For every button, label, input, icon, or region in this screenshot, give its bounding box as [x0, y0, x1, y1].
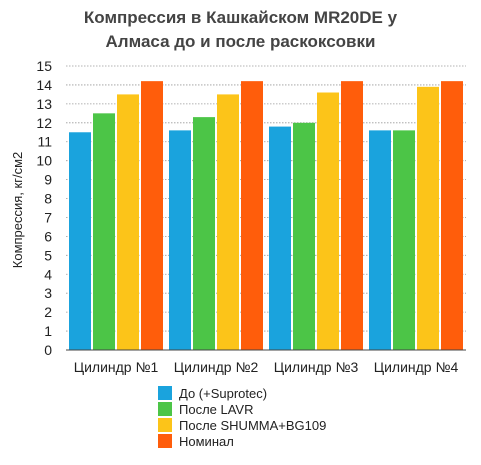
- y-tick-label: 9: [44, 172, 52, 188]
- bars: [69, 81, 463, 351]
- bar: [317, 92, 339, 351]
- bar: [141, 81, 163, 350]
- bar: [93, 113, 115, 350]
- bar: [441, 81, 463, 350]
- legend-label: После LAVR: [179, 401, 254, 417]
- y-tick-label: 0: [44, 342, 52, 358]
- legend-item: До (+Suprotec): [158, 385, 326, 401]
- bar: [241, 81, 263, 350]
- bar: [217, 94, 239, 351]
- bar: [417, 86, 439, 351]
- y-tick-label: 10: [36, 153, 52, 169]
- x-category-label: Цилиндр №4: [374, 359, 459, 375]
- legend-item: После LAVR: [158, 401, 326, 417]
- y-tick-label: 15: [36, 58, 52, 74]
- legend-swatch: [158, 418, 172, 432]
- x-category-label: Цилиндр №1: [74, 359, 159, 375]
- chart-title-line-1: Компрессия в Кашкайском MR20DE у: [83, 8, 398, 27]
- legend-item: Номинал: [158, 433, 326, 449]
- legend-swatch: [158, 386, 172, 400]
- x-axis-categories: Цилиндр №1 Цилиндр №2 Цилиндр №3 Цилиндр №4: [74, 359, 459, 375]
- y-tick-label: 12: [36, 115, 52, 131]
- legend-label: После SHUMMA+BG109: [179, 417, 327, 433]
- legend-item: После SHUMMA+BG109: [158, 417, 326, 433]
- y-tick-label: 14: [36, 77, 52, 93]
- legend-label: Номинал: [179, 433, 234, 449]
- y-tick-label: 5: [44, 247, 52, 263]
- y-tick-label: 7: [44, 209, 52, 225]
- bar: [269, 126, 291, 350]
- chart-title: Компрессия в Кашкайском MR20DE у Алмаса …: [0, 6, 481, 54]
- bar: [69, 132, 91, 350]
- legend-swatch: [158, 402, 172, 416]
- legend: До (+Suprotec) После LAVR После SHUMMA+BG1…: [158, 385, 326, 449]
- bar: [341, 81, 363, 350]
- bar: [393, 130, 415, 350]
- y-tick-label: 4: [44, 266, 52, 282]
- x-category-label: Цилиндр №3: [274, 359, 359, 375]
- bar: [369, 130, 391, 350]
- y-tick-label: 2: [44, 304, 52, 320]
- legend-label: До (+Suprotec): [179, 385, 268, 401]
- legend-swatch: [158, 434, 172, 448]
- y-tick-label: 11: [37, 134, 52, 150]
- bar: [193, 117, 215, 351]
- y-tick-label: 13: [36, 96, 52, 112]
- y-axis-label: Компрессия, кг/см2: [10, 152, 25, 268]
- bar: [293, 122, 315, 350]
- y-tick-label: 6: [44, 228, 52, 244]
- y-tick-label: 1: [44, 323, 52, 339]
- bar: [169, 130, 191, 350]
- bar: [117, 94, 139, 351]
- x-category-label: Цилиндр №2: [174, 359, 259, 375]
- y-tick-label: 3: [44, 285, 52, 301]
- chart-title-line-2: Алмаса до и после раскоксовки: [105, 32, 376, 51]
- y-tick-label: 8: [44, 191, 52, 207]
